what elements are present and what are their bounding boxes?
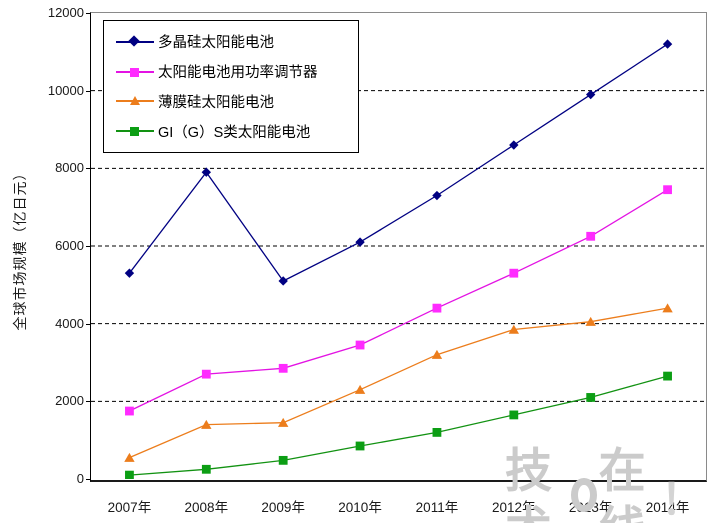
data-point-3-2013年 [586, 393, 596, 402]
legend-key-square-icon [116, 66, 154, 78]
data-point-3-2008年 [201, 464, 211, 474]
data-point-1-2007年 [125, 406, 134, 416]
x-tick-label-2014: 2014年 [645, 500, 690, 515]
y-tick-mark [86, 323, 90, 325]
y-tick-mark [86, 90, 90, 92]
data-point-1-2009年 [278, 363, 288, 373]
data-point-1-2011年 [432, 303, 442, 313]
legend-key-triangle-icon [116, 95, 154, 107]
data-point-0-2013年 [585, 89, 596, 100]
data-point-3-2014年 [663, 371, 672, 381]
triangle-marker-icon [130, 96, 140, 106]
y-axis-title: 全球市场规模（亿日元） [12, 165, 28, 331]
legend-key-diamond-icon [116, 35, 154, 48]
data-point-1-2013年 [586, 231, 596, 241]
legend-item-1: 太阳能电池用功率调节器 [116, 59, 354, 85]
watermark-exclamation: ！ [660, 476, 706, 523]
legend-label: 多晶硅太阳能电池 [158, 35, 274, 52]
data-point-2-2011年 [431, 349, 443, 359]
data-point-3-2009年 [278, 455, 288, 465]
data-point-0-2012年 [509, 140, 519, 150]
legend-label: GI（G）S类太阳能电池 [158, 124, 311, 141]
y-tick-label-8000: 8000 [55, 160, 84, 176]
series-line-3 [129, 375, 668, 476]
data-point-2-2009年 [277, 417, 289, 427]
y-tick-mark [86, 246, 90, 247]
square-marker-icon [130, 67, 139, 77]
square-marker-icon [130, 127, 139, 137]
x-tick-label-2012: 2012年 [492, 500, 536, 515]
x-tick-label-2008: 2008年 [184, 500, 229, 515]
y-tick-mark [86, 401, 90, 403]
series-line-2 [129, 307, 668, 459]
x-tick-label-2010: 2010年 [338, 500, 382, 515]
watermark-ring-icon [571, 478, 597, 512]
legend-item-3: GI（G）S类太阳能电池 [116, 118, 354, 144]
legend-item-0: 多晶硅太阳能电池 [116, 29, 354, 55]
legend: 多晶硅太阳能电池太阳能电池用功率调节器 薄膜硅太阳能电池 GI（G）S类太阳能电池 [103, 20, 359, 153]
series-line-1 [129, 189, 668, 412]
y-tick-mark [86, 168, 90, 170]
x-tick-label-2007: 2007年 [107, 500, 152, 515]
x-tick-label-2011: 2011年 [415, 500, 459, 515]
data-point-1-2014年 [663, 185, 672, 195]
y-tick-mark [86, 479, 90, 480]
y-tick-label-10000: 10000 [47, 82, 84, 98]
y-tick-label-0: 0 [76, 471, 84, 486]
y-tick-label-12000: 12000 [47, 5, 84, 20]
y-tick-label-2000: 2000 [55, 393, 84, 409]
data-point-2-2013年 [585, 316, 596, 326]
y-tick-mark [86, 13, 90, 14]
series-line-0 [128, 43, 668, 282]
legend-item-2: 薄膜硅太阳能电池 [116, 88, 354, 114]
y-tick-label-6000: 6000 [55, 238, 84, 253]
legend-label: 太阳能电池用功率调节器 [158, 65, 318, 82]
data-point-1-2008年 [201, 369, 211, 379]
data-point-3-2010年 [355, 441, 365, 451]
watermark: 技术 在线 ！ [505, 442, 706, 523]
data-point-2-2010年 [354, 384, 366, 394]
data-point-2-2014年 [662, 303, 673, 313]
data-point-3-2007年 [125, 470, 134, 479]
diamond-marker-icon [128, 35, 140, 47]
data-point-2-2008年 [201, 419, 212, 429]
watermark-text-prefix: 技术 [505, 444, 555, 523]
data-point-3-2011年 [432, 428, 442, 437]
data-point-0-2009年 [278, 276, 288, 286]
data-point-1-2012年 [509, 268, 519, 278]
legend-label: 薄膜硅太阳能电池 [158, 94, 274, 111]
data-point-2-2007年 [124, 452, 135, 462]
data-point-0-2014年 [662, 39, 673, 49]
data-point-0-2010年 [355, 237, 365, 247]
data-point-0-2011年 [432, 190, 442, 201]
data-point-3-2012年 [509, 410, 519, 420]
x-tick-label-2009: 2009年 [261, 500, 305, 515]
chart-canvas [91, 39, 706, 479]
data-point-2-2012年 [508, 324, 520, 334]
data-point-1-2010年 [355, 340, 365, 350]
y-tick-label-4000: 4000 [55, 315, 84, 331]
watermark-text-suffix: 在线 [598, 444, 649, 523]
legend-key-square-icon [116, 125, 154, 137]
